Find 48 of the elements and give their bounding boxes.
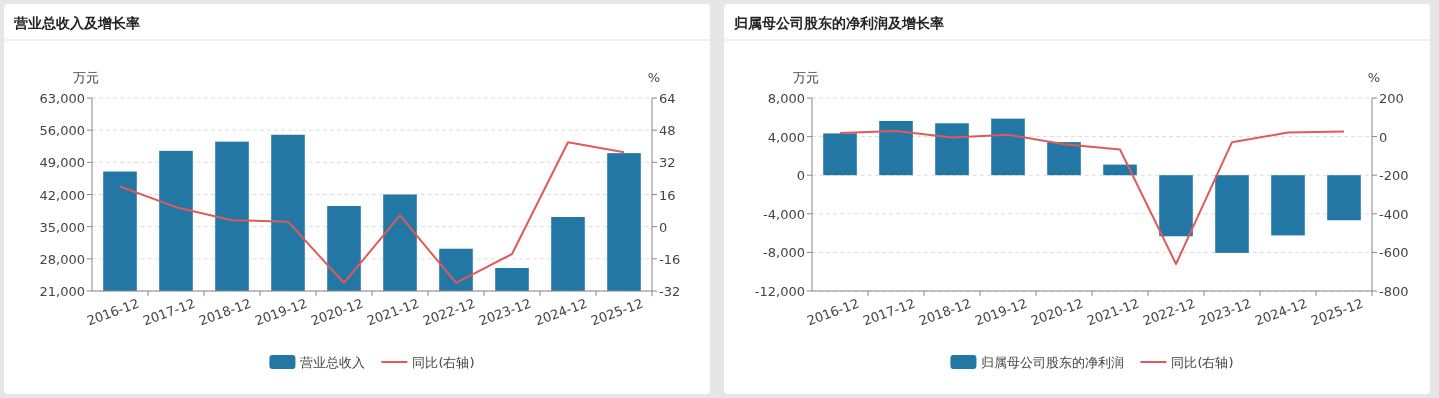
y-tick-label: -4,000 bbox=[763, 206, 805, 222]
y-tick-label: 63,000 bbox=[39, 91, 85, 106]
y-tick-label: 28,000 bbox=[39, 251, 85, 267]
legend-label: 归属母公司股东的净利润 bbox=[981, 355, 1125, 370]
y2-tick-label: -200 bbox=[1379, 168, 1409, 184]
y-tick-label: 35,000 bbox=[39, 219, 85, 235]
y2-axis-title: % bbox=[647, 70, 661, 85]
legend-label: 同比(右轴) bbox=[412, 355, 475, 370]
legend-label: 同比(右轴) bbox=[1171, 355, 1234, 370]
line-series bbox=[839, 130, 1345, 265]
y-tick-label: 42,000 bbox=[39, 187, 85, 203]
y2-tick-label: 0 bbox=[659, 219, 668, 235]
y2-tick-label: 16 bbox=[659, 187, 676, 203]
y-tick-label: 8,000 bbox=[767, 91, 805, 106]
y2-tick-label: 48 bbox=[659, 123, 676, 139]
y-tick-label: 0 bbox=[796, 168, 805, 184]
y-tick-label: 4,000 bbox=[767, 129, 805, 145]
bar bbox=[935, 123, 969, 176]
bar bbox=[991, 118, 1025, 176]
y2-tick-label: -400 bbox=[1379, 206, 1409, 222]
y2-tick-label: 0 bbox=[1379, 129, 1388, 145]
chart-title: 归属母公司股东的净利润及增长率 bbox=[733, 15, 944, 31]
bar bbox=[1159, 175, 1193, 237]
y2-tick-label: -800 bbox=[1379, 284, 1409, 299]
y2-tick-label: 200 bbox=[1379, 91, 1404, 106]
y-tick-label: 21,000 bbox=[39, 284, 85, 299]
y-tick-label: 49,000 bbox=[39, 155, 85, 171]
bar bbox=[1215, 175, 1249, 253]
chart-title: 营业总收入及增长率 bbox=[13, 15, 140, 31]
y-axis-title: 万元 bbox=[793, 70, 819, 85]
y2-axis-title: % bbox=[1367, 70, 1381, 85]
bar bbox=[1047, 142, 1081, 176]
y-tick-label: 56,000 bbox=[39, 123, 85, 139]
y2-tick-label: 64 bbox=[659, 91, 676, 106]
bar bbox=[1271, 175, 1305, 236]
y-axis-title: 万元 bbox=[73, 70, 99, 85]
y-tick-label: -12,000 bbox=[754, 284, 805, 299]
y2-tick-label: -600 bbox=[1379, 245, 1409, 261]
bar bbox=[823, 133, 857, 176]
bar bbox=[879, 120, 913, 176]
bar bbox=[1103, 164, 1137, 176]
y-tick-label: -8,000 bbox=[763, 245, 805, 261]
y2-tick-label: -32 bbox=[659, 284, 681, 299]
y2-tick-label: 32 bbox=[659, 155, 676, 171]
bar bbox=[1327, 175, 1361, 221]
y2-tick-label: -16 bbox=[659, 251, 681, 267]
legend-label: 营业总收入 bbox=[300, 355, 366, 370]
line-series bbox=[119, 141, 625, 284]
